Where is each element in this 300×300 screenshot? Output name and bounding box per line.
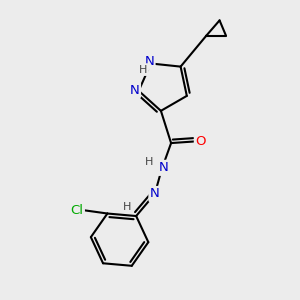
- Text: N: N: [144, 55, 154, 68]
- Text: N: N: [130, 84, 140, 97]
- Text: N: N: [150, 188, 160, 200]
- Text: N: N: [158, 161, 168, 174]
- Text: H: H: [139, 64, 148, 75]
- Text: Cl: Cl: [70, 204, 83, 217]
- Text: H: H: [122, 202, 131, 212]
- Text: H: H: [145, 157, 153, 167]
- Text: O: O: [195, 135, 206, 148]
